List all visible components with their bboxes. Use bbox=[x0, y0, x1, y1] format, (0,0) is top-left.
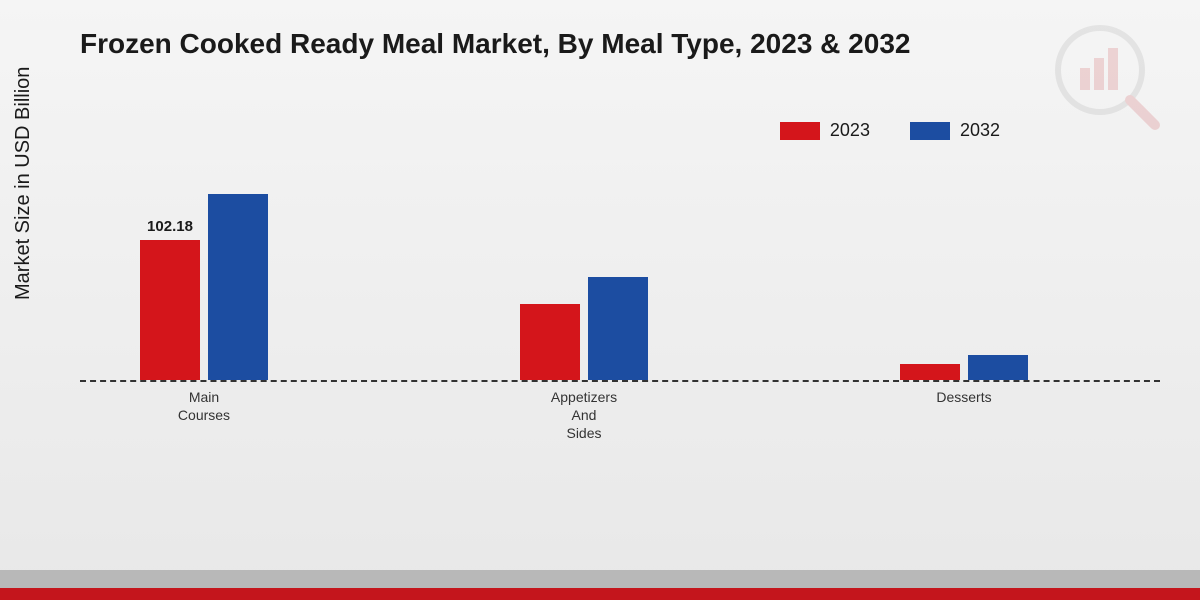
bar-group: 102.18 bbox=[140, 194, 268, 380]
legend-label: 2023 bbox=[830, 120, 870, 141]
legend-swatch-icon bbox=[910, 122, 950, 140]
chart-legend: 2023 2032 bbox=[780, 120, 1000, 141]
brand-logo-icon bbox=[1050, 20, 1170, 140]
legend-item: 2032 bbox=[910, 120, 1000, 141]
footer-gray-bar bbox=[0, 570, 1200, 588]
chart-title: Frozen Cooked Ready Meal Market, By Meal… bbox=[80, 28, 910, 60]
category-label: AppetizersAndSides bbox=[514, 388, 654, 443]
chart-plot-area: 102.18 MainCoursesAppetizersAndSidesDess… bbox=[80, 160, 1160, 420]
bar bbox=[900, 364, 960, 381]
bar-value-label: 102.18 bbox=[147, 218, 193, 235]
y-axis-label: Market Size in USD Billion bbox=[12, 67, 35, 300]
legend-label: 2032 bbox=[960, 120, 1000, 141]
legend-item: 2023 bbox=[780, 120, 870, 141]
footer-accent-bar bbox=[0, 588, 1200, 600]
category-label: Desserts bbox=[894, 388, 1034, 406]
legend-swatch-icon bbox=[780, 122, 820, 140]
chart-baseline bbox=[80, 380, 1160, 382]
bar bbox=[588, 277, 648, 380]
bar bbox=[208, 194, 268, 380]
category-label: MainCourses bbox=[134, 388, 274, 424]
bar-group bbox=[520, 277, 648, 380]
bar-group bbox=[900, 355, 1028, 380]
bar: 102.18 bbox=[140, 240, 200, 380]
bar bbox=[968, 355, 1028, 380]
bar bbox=[520, 304, 580, 380]
